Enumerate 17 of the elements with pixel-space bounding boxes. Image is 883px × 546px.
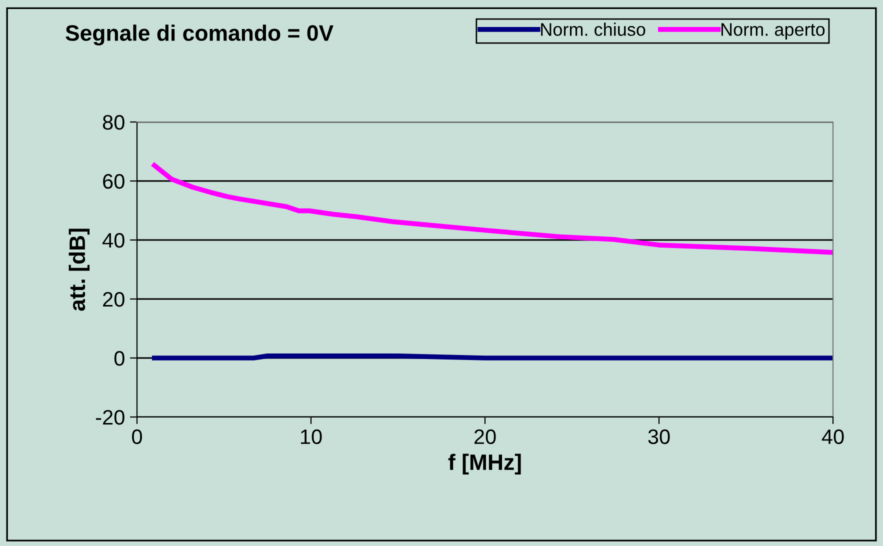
y-tick-label: 40 bbox=[102, 233, 124, 248]
legend-label: Norm. chiuso bbox=[541, 22, 646, 36]
x-axis-title: f [MHz] bbox=[448, 454, 521, 474]
chart-title: Segnale di comando = 0V bbox=[66, 24, 334, 46]
y-tick-label: 80 bbox=[102, 115, 124, 130]
x-tick-label: 10 bbox=[301, 429, 322, 444]
legend-label: Norm. aperto bbox=[721, 23, 825, 40]
x-tick-label: 30 bbox=[648, 429, 670, 444]
line-series bbox=[152, 162, 833, 255]
x-tick-label: 20 bbox=[474, 429, 496, 444]
y-tick-label: 20 bbox=[103, 292, 124, 307]
y-tick-label: -20 bbox=[96, 410, 124, 425]
y-axis-title: att. [dB] bbox=[68, 228, 90, 311]
y-tick-label: 0 bbox=[114, 351, 124, 366]
x-tick-label: 40 bbox=[822, 429, 844, 444]
x-tick-label: 0 bbox=[132, 429, 142, 444]
y-tick-label: 60 bbox=[103, 174, 124, 189]
